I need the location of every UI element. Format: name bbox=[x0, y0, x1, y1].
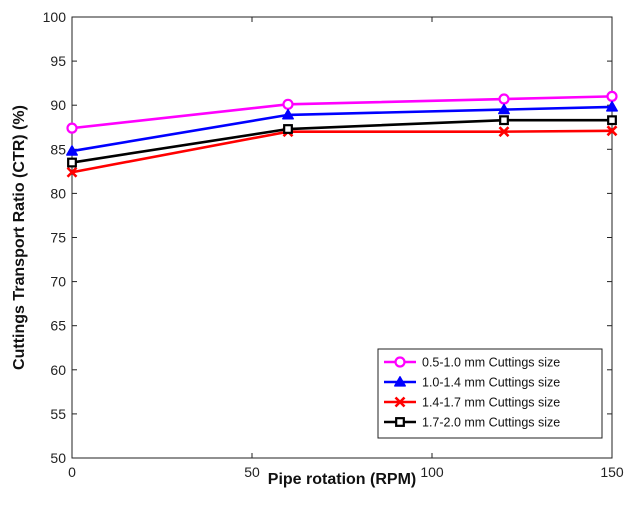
x-tick-label: 50 bbox=[244, 464, 260, 480]
series-layer bbox=[66, 90, 618, 178]
y-axis-title: Cuttings Transport Ratio (CTR) (%) bbox=[11, 105, 28, 370]
data-point bbox=[606, 125, 618, 137]
y-tick-label: 100 bbox=[43, 9, 67, 25]
y-tick-label: 90 bbox=[50, 97, 66, 113]
data-point bbox=[283, 124, 293, 134]
legend-label: 1.4-1.7 mm Cuttings size bbox=[422, 396, 560, 410]
y-tick-label: 60 bbox=[50, 362, 66, 378]
data-point bbox=[395, 417, 405, 427]
y-axis: 50 55 60 65 70 75 80 85 90 95 100 bbox=[43, 9, 612, 466]
data-point bbox=[394, 376, 406, 387]
y-tick-label: 95 bbox=[50, 53, 66, 69]
series-2 bbox=[66, 101, 618, 156]
legend-item: 1.7-2.0 mm Cuttings size bbox=[384, 416, 560, 430]
y-tick-label: 75 bbox=[50, 230, 66, 246]
data-point bbox=[66, 122, 78, 134]
x-tick-label: 0 bbox=[68, 464, 76, 480]
data-point bbox=[282, 108, 294, 120]
x-tick-label: 150 bbox=[600, 464, 624, 480]
series-4 bbox=[67, 115, 617, 168]
legend-label: 1.0-1.4 mm Cuttings size bbox=[422, 376, 560, 390]
data-point bbox=[606, 101, 618, 112]
legend-label: 1.7-2.0 mm Cuttings size bbox=[422, 416, 560, 430]
y-tick-label: 80 bbox=[50, 185, 66, 201]
x-axis-title: Pipe rotation (RPM) bbox=[268, 471, 416, 488]
x-tick-label: 100 bbox=[420, 464, 444, 480]
y-tick-label: 50 bbox=[50, 450, 66, 466]
legend: 0.5-1.0 mm Cuttings size 1.0-1.4 mm Cutti… bbox=[377, 348, 603, 439]
y-tick-label: 85 bbox=[50, 141, 66, 157]
y-tick-label: 55 bbox=[50, 406, 66, 422]
legend-label: 0.5-1.0 mm Cuttings size bbox=[422, 356, 560, 370]
data-point bbox=[606, 90, 618, 102]
y-tick-label: 70 bbox=[50, 274, 66, 290]
series-line bbox=[71, 95, 613, 130]
data-point bbox=[498, 93, 510, 105]
data-point bbox=[394, 396, 406, 408]
data-point bbox=[498, 103, 510, 115]
data-point bbox=[607, 115, 617, 126]
series-line bbox=[71, 105, 613, 153]
data-point bbox=[66, 145, 78, 156]
legend-item: 1.4-1.7 mm Cuttings size bbox=[384, 396, 560, 410]
series-1 bbox=[66, 90, 618, 134]
series-line bbox=[71, 129, 613, 174]
data-point bbox=[498, 126, 510, 138]
data-point bbox=[499, 115, 509, 126]
legend-item: 1.0-1.4 mm Cuttings size bbox=[384, 376, 560, 390]
data-point bbox=[394, 356, 406, 368]
x-axis: 0 50 100 150 bbox=[68, 17, 624, 480]
series-line bbox=[71, 118, 612, 164]
data-point bbox=[67, 157, 77, 168]
legend-item: 0.5-1.0 mm Cuttings size bbox=[384, 356, 560, 370]
data-point bbox=[282, 98, 294, 110]
data-point bbox=[66, 166, 78, 178]
y-tick-label: 65 bbox=[50, 318, 66, 334]
